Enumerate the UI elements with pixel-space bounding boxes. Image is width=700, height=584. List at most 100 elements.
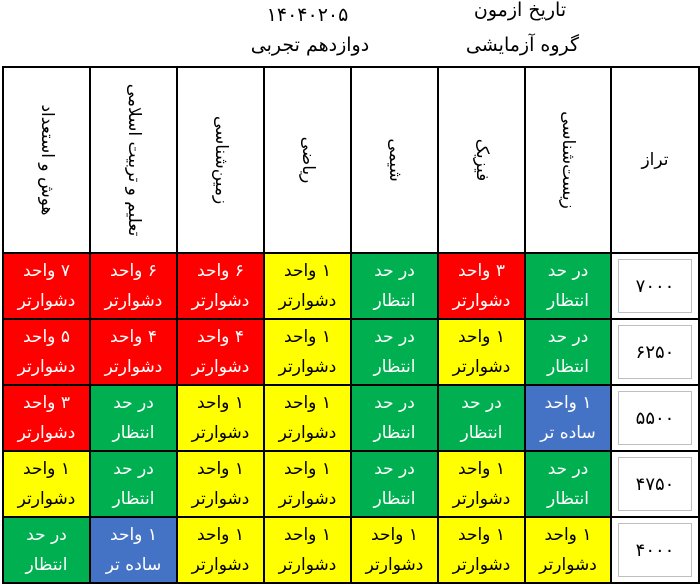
difficulty-amount: ۱ واحد xyxy=(197,459,244,479)
difficulty-label: انتظار xyxy=(25,555,68,575)
table-row: ۴۰۰۰ ۱ واحد دشوارتر ۱ واحد دشوارتر ۱ واحد دشوا… xyxy=(2,516,700,584)
difficulty-label: دشوارتر xyxy=(104,291,163,311)
exam-date-label: تاریخ ازمون xyxy=(473,0,567,21)
difficulty-amount: ۵ واحد xyxy=(23,327,70,347)
difficulty-cell: در حد انتظار xyxy=(350,318,439,386)
difficulty-label: دشوارتر xyxy=(191,291,250,311)
difficulty-amount: ۱ واحد xyxy=(284,261,331,281)
difficulty-amount: ۱ واحد xyxy=(284,327,331,347)
subject-header-geology: زمین‌شناسی xyxy=(176,66,265,254)
difficulty-amount: ۱ واحد xyxy=(371,525,418,545)
difficulty-table: تراز زیست‌شناسی فیزیک شیمی ریاضی زمین‌شن… xyxy=(2,66,700,584)
difficulty-cell: ۱ واحد دشوارتر xyxy=(263,318,352,386)
difficulty-amount: ۱ واحد xyxy=(197,525,244,545)
difficulty-label: دشوارتر xyxy=(191,423,250,443)
difficulty-cell: در حد انتظار xyxy=(524,252,612,320)
taraz-value: ۴۰۰۰ xyxy=(618,523,692,577)
group-label: گروه آزمایشی xyxy=(465,34,580,56)
difficulty-cell: ۴ واحد دشوارتر xyxy=(89,318,178,386)
difficulty-amount: در حد xyxy=(461,393,502,413)
difficulty-cell: در حد انتظار xyxy=(2,516,91,584)
difficulty-amount: در حد xyxy=(374,459,415,479)
difficulty-label: انتظار xyxy=(373,291,416,311)
difficulty-label: دشوارتر xyxy=(452,291,511,311)
difficulty-label: دشوارتر xyxy=(17,291,76,311)
difficulty-amount: در حد xyxy=(547,459,589,479)
subject-header-chemistry: شیمی xyxy=(350,66,439,254)
taraz-cell: ۶۲۵۰ xyxy=(610,318,700,386)
difficulty-label: انتظار xyxy=(547,489,589,509)
difficulty-label: دشوارتر xyxy=(278,291,337,311)
difficulty-cell: ۱ واحد دشوارتر xyxy=(176,384,265,452)
difficulty-label: دشوارتر xyxy=(452,489,511,509)
difficulty-amount: ۱ واحد xyxy=(284,525,331,545)
taraz-cell: ۴۰۰۰ xyxy=(610,516,700,584)
taraz-cell: ۴۷۵۰ xyxy=(610,450,700,518)
difficulty-label: انتظار xyxy=(373,489,416,509)
difficulty-cell: ۱ واحد دشوارتر xyxy=(437,318,526,386)
header-row: تراز زیست‌شناسی فیزیک شیمی ریاضی زمین‌شن… xyxy=(2,66,700,254)
difficulty-amount: ۶ واحد xyxy=(197,261,244,281)
difficulty-amount: در حد xyxy=(374,327,415,347)
difficulty-cell: ۱ واحد دشوارتر xyxy=(2,450,91,518)
taraz-cell: ۷۰۰۰ xyxy=(610,252,700,320)
difficulty-label: انتظار xyxy=(112,489,155,509)
difficulty-cell: ۱ واحد دشوارتر xyxy=(350,516,439,584)
difficulty-amount: ۱ واحد xyxy=(544,525,592,545)
difficulty-cell: ۱ واحد دشوارتر xyxy=(176,450,265,518)
difficulty-cell: در حد انتظار xyxy=(350,252,439,320)
subject-header-label: ریاضی xyxy=(297,136,318,184)
difficulty-amount: ۱ واحد xyxy=(284,393,331,413)
difficulty-amount: در حد xyxy=(113,393,154,413)
difficulty-cell: ۷ واحد دشوارتر xyxy=(2,252,91,320)
difficulty-amount: ۳ واحد xyxy=(23,393,70,413)
subject-header-aptitude: هوش و استعداد xyxy=(2,66,91,254)
taraz-value: ۴۷۵۰ xyxy=(618,457,692,511)
difficulty-cell: ۳ واحد دشوارتر xyxy=(437,252,526,320)
difficulty-label: انتظار xyxy=(547,357,589,377)
difficulty-cell: ۱ واحد ساده تر xyxy=(524,384,612,452)
difficulty-cell: ۱ واحد دشوارتر xyxy=(263,516,352,584)
subject-header-physics: فیزیک xyxy=(437,66,526,254)
difficulty-cell: ۴ واحد دشوارتر xyxy=(176,318,265,386)
difficulty-label: دشوارتر xyxy=(191,555,250,575)
difficulty-amount: در حد xyxy=(547,261,589,281)
difficulty-cell: ۶ واحد دشوارتر xyxy=(89,252,178,320)
difficulty-cell: در حد انتظار xyxy=(524,318,612,386)
difficulty-label: انتظار xyxy=(460,423,503,443)
difficulty-label: دشوارتر xyxy=(17,489,76,509)
table-row: ۷۰۰۰ در حد انتظار ۳ واحد دشوارتر در حد انتظار ۱… xyxy=(2,252,700,320)
difficulty-cell: در حد انتظار xyxy=(89,450,178,518)
difficulty-label: دشوارتر xyxy=(365,555,424,575)
difficulty-amount: ۴ واحد xyxy=(197,327,244,347)
taraz-value: ۶۲۵۰ xyxy=(618,325,692,379)
difficulty-label: انتظار xyxy=(112,423,155,443)
exam-date: ۱۴۰۴۰۲۰۵ xyxy=(266,4,349,26)
difficulty-label: انتظار xyxy=(373,423,416,443)
difficulty-cell: ۱ واحد دشوارتر xyxy=(263,252,352,320)
difficulty-label: دشوارتر xyxy=(278,555,337,575)
subject-header-biology: زیست‌شناسی xyxy=(524,66,612,254)
difficulty-amount: ۱ واحد xyxy=(458,525,505,545)
difficulty-label: دشوارتر xyxy=(278,423,337,443)
difficulty-amount: ۷ واحد xyxy=(23,261,70,281)
report-header: تاریخ ازمون ۱۴۰۴۰۲۰۵ گروه آزمایشی دوازده… xyxy=(0,0,700,64)
difficulty-amount: در حد xyxy=(374,261,415,281)
taraz-column-header: تراز xyxy=(610,66,700,254)
difficulty-amount: در حد xyxy=(374,393,415,413)
difficulty-label: دشوارتر xyxy=(191,357,250,377)
subject-header-math: ریاضی xyxy=(263,66,352,254)
difficulty-label: دشوارتر xyxy=(104,357,163,377)
difficulty-label: دشوارتر xyxy=(539,555,597,575)
difficulty-amount: ۱ واحد xyxy=(110,525,157,545)
difficulty-amount: ۱ واحد xyxy=(284,459,331,479)
difficulty-cell: ۱ واحد دشوارتر xyxy=(524,516,612,584)
difficulty-amount: ۱ واحد xyxy=(458,327,505,347)
difficulty-cell: در حد انتظار xyxy=(437,384,526,452)
difficulty-amount: ۱ واحد xyxy=(544,393,592,413)
difficulty-cell: ۱ واحد دشوارتر xyxy=(437,516,526,584)
taraz-value: ۵۵۰۰ xyxy=(618,391,692,445)
difficulty-amount: در حد xyxy=(113,459,154,479)
difficulty-label: ساده تر xyxy=(540,423,596,443)
difficulty-cell: ۱ واحد ساده تر xyxy=(89,516,178,584)
